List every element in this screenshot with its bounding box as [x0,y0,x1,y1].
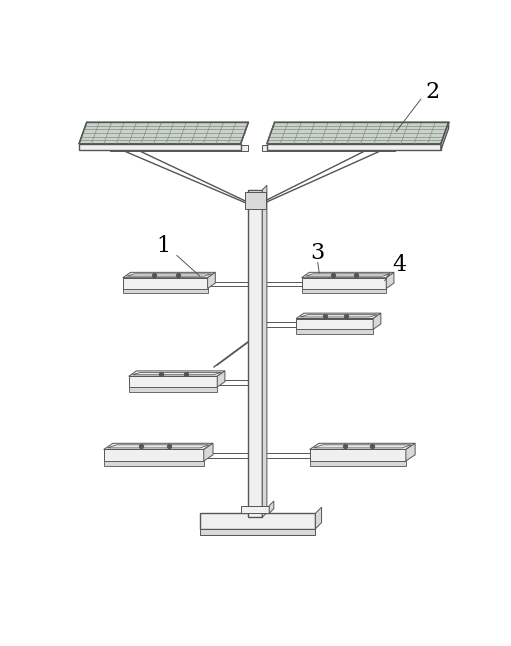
Text: 4: 4 [392,254,407,276]
Polygon shape [200,528,315,535]
Polygon shape [406,443,415,461]
Polygon shape [123,278,207,289]
Polygon shape [207,273,215,289]
Polygon shape [267,144,441,150]
Polygon shape [296,318,373,329]
Polygon shape [129,376,217,387]
Text: 2: 2 [426,81,439,103]
Polygon shape [373,313,381,329]
Polygon shape [301,289,386,293]
Polygon shape [110,145,248,151]
Polygon shape [310,461,406,466]
Polygon shape [315,507,321,528]
Polygon shape [123,289,207,293]
Polygon shape [310,443,415,450]
Polygon shape [129,371,225,376]
Polygon shape [217,371,225,387]
Polygon shape [262,185,267,517]
Polygon shape [104,450,204,461]
Polygon shape [245,193,266,209]
Polygon shape [79,144,241,150]
Polygon shape [269,501,274,514]
Polygon shape [301,273,394,278]
Polygon shape [441,122,449,150]
Polygon shape [123,273,215,278]
Polygon shape [386,273,394,289]
Text: 3: 3 [310,242,324,264]
Polygon shape [129,387,217,391]
Polygon shape [262,145,394,151]
Polygon shape [296,329,373,334]
Text: 1: 1 [156,234,170,256]
Polygon shape [267,122,449,144]
Polygon shape [242,506,269,514]
Polygon shape [79,122,248,144]
Polygon shape [200,514,315,528]
Polygon shape [204,443,213,461]
Polygon shape [310,450,406,461]
Polygon shape [296,313,381,318]
Polygon shape [301,278,386,289]
Polygon shape [104,461,204,466]
Polygon shape [104,443,213,450]
Polygon shape [248,190,262,517]
